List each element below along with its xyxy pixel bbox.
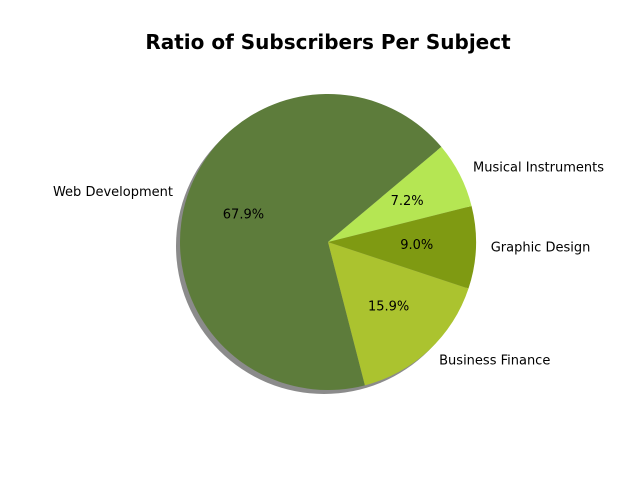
pie-slice-business-finance bbox=[328, 242, 469, 386]
percent-labels: 67.9% 15.9% 9.0% 7.2% bbox=[223, 194, 433, 314]
pie-slice-graphic-design bbox=[328, 205, 477, 289]
slice-label-graphic-design: Graphic Design bbox=[491, 241, 591, 256]
pie-slice-web-development bbox=[180, 94, 442, 391]
percent-label-business-finance: 15.9% bbox=[368, 299, 409, 314]
slice-label-musical-instruments: Musical Instruments bbox=[473, 160, 604, 175]
chart-title: Ratio of Subscribers Per Subject bbox=[145, 30, 511, 54]
pie-slice-musical-instruments bbox=[328, 146, 472, 242]
slice-label-web-development: Web Development bbox=[53, 185, 173, 200]
slice-label-business-finance: Business Finance bbox=[439, 353, 550, 368]
pie-slices bbox=[180, 94, 477, 391]
slice-labels: Web Development Business Finance Graphic D… bbox=[53, 160, 604, 368]
percent-label-web-development: 67.9% bbox=[223, 207, 264, 222]
percent-label-graphic-design: 9.0% bbox=[400, 238, 433, 253]
percent-label-musical-instruments: 7.2% bbox=[391, 194, 424, 209]
